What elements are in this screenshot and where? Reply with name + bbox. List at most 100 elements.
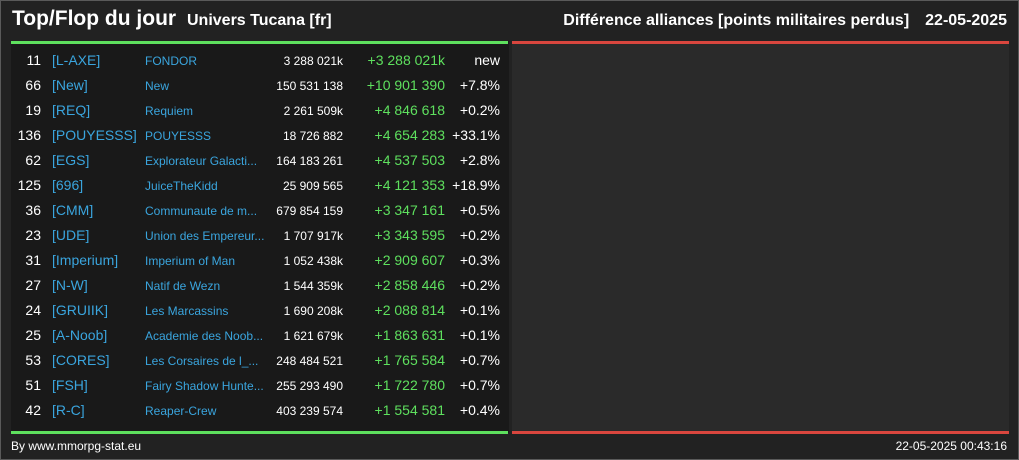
alliance-name-link[interactable]: Communaute de m... (145, 204, 258, 218)
universe-label: Univers Tucana [fr] (187, 12, 332, 29)
percent-cell: new (474, 52, 500, 68)
points-cell: 1 707 917k (283, 229, 343, 243)
alliance-name-link[interactable]: Imperium of Man (145, 254, 236, 268)
table-row: 51 [FSH] Fairy Shadow Hunte... 255 293 490 +… (11, 373, 509, 398)
alliance-name-link[interactable]: Requiem (145, 104, 194, 118)
alliance-tag-link[interactable]: [EGS] (52, 152, 90, 168)
points-cell: 1 544 359k (283, 279, 343, 293)
points-cell: 3 288 021k (283, 54, 343, 68)
points-cell: 150 531 138 (276, 79, 343, 93)
alliance-tag-link[interactable]: [UDE] (52, 227, 90, 243)
alliance-name-link[interactable]: Natif de Wezn (145, 279, 221, 293)
top-panel-top-border (11, 41, 508, 44)
difference-cell: +3 343 595 (374, 227, 445, 243)
alliance-tag-link[interactable]: [R-C] (52, 402, 85, 418)
alliance-name-link[interactable]: Academie des Noob... (145, 329, 264, 343)
alliance-name-link[interactable]: Explorateur Galacti... (145, 154, 258, 168)
table-row: 125 [696] JuiceTheKidd 25 909 565 +4 121 353… (11, 173, 509, 198)
points-cell: 2 261 509k (283, 104, 343, 118)
rank-cell: 23 (25, 227, 41, 243)
difference-cell: +4 846 618 (374, 102, 445, 118)
points-cell: 1 690 208k (283, 304, 343, 318)
alliance-tag-link[interactable]: [New] (52, 77, 88, 93)
rank-cell: 53 (25, 352, 41, 368)
difference-cell: +1 554 581 (374, 402, 445, 418)
table-row: 23 [UDE] Union des Empereur... 1 707 917k +3… (11, 223, 509, 248)
rank-cell: 27 (25, 277, 41, 293)
points-cell: 255 293 490 (276, 379, 343, 393)
rank-cell: 11 (26, 52, 41, 68)
percent-cell: +0.5% (459, 202, 500, 218)
rank-cell: 66 (25, 77, 41, 93)
table-row: 19 [REQ] Requiem 2 261 509k +4 846 618 +0.2% (11, 98, 509, 123)
difference-cell: +3 288 021k (367, 52, 445, 68)
percent-cell: +0.1% (459, 302, 500, 318)
difference-cell: +2 858 446 (374, 277, 445, 293)
alliance-name-link[interactable]: New (145, 79, 170, 93)
table-row: 53 [CORES] Les Corsaires de l_... 248 484 5… (11, 348, 509, 373)
alliance-tag-link[interactable]: [Imperium] (52, 252, 119, 268)
flop-panel (512, 41, 1009, 433)
alliance-tag-link[interactable]: [L-AXE] (52, 52, 101, 68)
table-row: 25 [A-Noob] Academie des Noob... 1 621 679k… (11, 323, 509, 348)
percent-cell: +18.9% (452, 177, 500, 193)
table-row: 31 [Imperium] Imperium of Man 1 052 438k +2 … (11, 248, 509, 273)
difference-cell: +1 765 584 (374, 352, 445, 368)
percent-cell: +0.7% (459, 352, 500, 368)
alliance-name-link[interactable]: Fairy Shadow Hunte... (145, 379, 264, 393)
alliance-name-link[interactable]: Reaper-Crew (145, 404, 217, 418)
alliance-name-link[interactable]: Les Corsaires de l_... (145, 354, 259, 368)
table-row: 24 [GRUIIK] Les Marcassins 1 690 208k +2 088… (11, 298, 509, 323)
table-row: 42 [R-C] Reaper-Crew 403 239 574 +1 554 581 +… (11, 398, 509, 423)
percent-cell: +33.1% (452, 127, 500, 143)
points-cell: 679 854 159 (276, 204, 343, 218)
percent-cell: +0.3% (459, 252, 500, 268)
table-row: 11 [L-AXE] FONDOR 3 288 021k +3 288 021k new (11, 48, 509, 73)
difference-cell: +1 722 780 (374, 377, 445, 393)
alliance-name-link[interactable]: FONDOR (145, 54, 197, 68)
points-cell: 25 909 565 (282, 179, 343, 193)
rank-cell: 24 (25, 302, 41, 318)
alliance-tag-link[interactable]: [N-W] (52, 277, 88, 293)
table-row: 62 [EGS] Explorateur Galacti... 164 183 261… (11, 148, 509, 173)
rank-cell: 19 (25, 102, 41, 118)
difference-cell: +2 088 814 (374, 302, 445, 318)
percent-cell: +0.2% (459, 102, 500, 118)
rank-cell: 25 (25, 327, 41, 343)
points-cell: 1 621 679k (283, 329, 343, 343)
alliance-tag-link[interactable]: [A-Noob] (52, 327, 108, 343)
page-title: Top/Flop du jour (12, 7, 177, 30)
difference-cell: +3 347 161 (374, 202, 445, 218)
percent-cell: +7.8% (459, 77, 500, 93)
alliance-name-link[interactable]: Union des Empereur... (145, 229, 265, 243)
alliance-name-link[interactable]: POUYESSS (145, 129, 212, 143)
rank-cell: 136 (17, 127, 41, 143)
site-credit: By www.mmorpg-stat.eu (11, 439, 142, 453)
percent-cell: +0.1% (459, 327, 500, 343)
alliance-tag-link[interactable]: [CORES] (52, 352, 110, 368)
rank-cell: 51 (25, 377, 41, 393)
rank-cell: 36 (25, 202, 41, 218)
alliance-tag-link[interactable]: [REQ] (52, 102, 91, 118)
percent-cell: +2.8% (459, 152, 500, 168)
alliance-tag-link[interactable]: [GRUIIK] (52, 302, 109, 318)
header-date: 22-05-2025 (925, 12, 1007, 29)
points-cell: 403 239 574 (276, 404, 343, 418)
alliance-tag-link[interactable]: [CMM] (52, 202, 94, 218)
percent-cell: +0.2% (459, 227, 500, 243)
ranking-subject: Différence alliances [points militaires … (563, 12, 910, 29)
top-panel (11, 41, 509, 433)
alliance-tag-link[interactable]: [FSH] (52, 377, 88, 393)
points-cell: 248 484 521 (276, 354, 343, 368)
difference-cell: +4 121 353 (374, 177, 445, 193)
difference-cell: +2 909 607 (374, 252, 445, 268)
header-right: Différence alliances [points militaires … (563, 12, 1007, 30)
alliance-name-link[interactable]: JuiceTheKidd (145, 179, 218, 193)
alliance-name-link[interactable]: Les Marcassins (145, 304, 229, 318)
alliance-tag-link[interactable]: [696] (52, 177, 84, 193)
table-row: 27 [N-W] Natif de Wezn 1 544 359k +2 858 446… (11, 273, 509, 298)
flop-panel-bottom-border (512, 431, 1009, 434)
alliance-tag-link[interactable]: [POUYESSS] (52, 127, 137, 143)
points-cell: 1 052 438k (283, 254, 343, 268)
